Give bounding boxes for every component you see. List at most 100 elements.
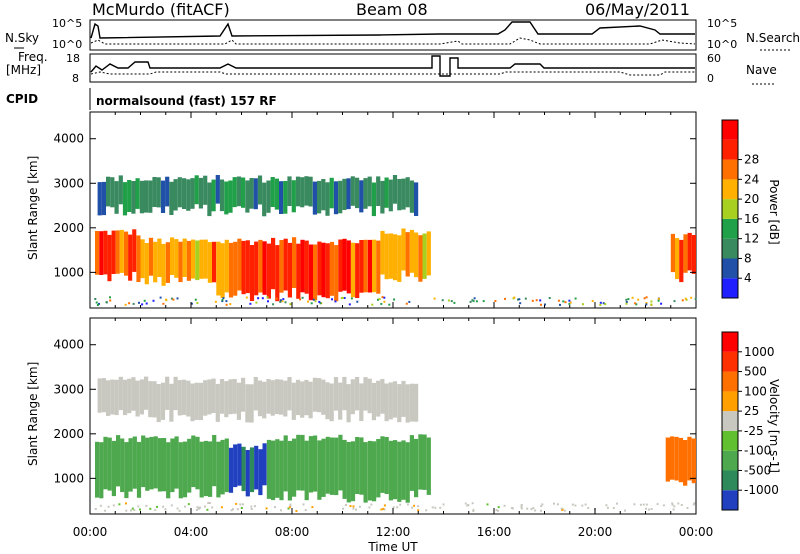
heatmap-cell [124, 231, 129, 276]
heatmap-speckle [540, 509, 542, 512]
heatmap-cell [674, 436, 679, 481]
heatmap-cell [141, 435, 146, 488]
heatmap-cell [169, 181, 174, 215]
heatmap-cell [287, 242, 292, 298]
heatmap-cell [384, 383, 389, 422]
heatmap-cell [304, 176, 309, 206]
heatmap-cell [257, 175, 263, 205]
heatmap-cell [131, 181, 136, 214]
heatmap-speckle [472, 508, 475, 511]
heatmap-cell [233, 444, 238, 488]
heatmap-cell [262, 241, 267, 295]
heatmap-cell [253, 377, 258, 411]
heatmap-speckle [380, 302, 383, 305]
heatmap-speckle [220, 506, 223, 509]
heatmap-cell [136, 441, 142, 498]
heatmap-speckle [645, 503, 648, 506]
heatmap-speckle [497, 506, 500, 509]
heatmap-cell [224, 181, 229, 215]
heatmap-cell [683, 234, 688, 273]
heatmap-speckle [656, 503, 659, 506]
heatmap-cell [321, 438, 326, 497]
heatmap-cell [321, 179, 326, 211]
heatmap-speckle [249, 302, 252, 305]
heatmap-cell [131, 377, 136, 411]
nsky-trace [90, 21, 695, 39]
heatmap-cell [283, 435, 288, 492]
nave-label: Nave [746, 63, 777, 77]
heatmap-cell [178, 241, 183, 283]
heatmap-speckle [447, 299, 450, 302]
heatmap-speckle [358, 505, 361, 508]
heatmap-speckle [464, 502, 467, 505]
heatmap-speckle [662, 504, 665, 507]
nave-tick-high: 60 [707, 52, 721, 65]
heatmap-cell [198, 382, 203, 421]
nsearch-trace [90, 37, 696, 45]
heatmap-cell [317, 241, 322, 296]
x-tick-label: 20:00 [578, 525, 613, 539]
heatmap-speckle [548, 297, 551, 299]
heatmap-speckle [289, 303, 292, 306]
heatmap-speckle [693, 502, 696, 505]
heatmap-speckle [660, 302, 663, 305]
heatmap-speckle [624, 509, 626, 512]
heatmap-cell [257, 380, 263, 417]
heatmap-cell [258, 449, 263, 496]
heatmap-speckle [284, 301, 287, 304]
heatmap-cell [103, 230, 108, 275]
heatmap-cell [211, 179, 216, 212]
heatmap-speckle [352, 505, 355, 508]
heatmap-cell [170, 438, 175, 493]
heatmap-speckle [568, 302, 571, 305]
heatmap-speckle [599, 303, 602, 306]
heatmap-cell [292, 237, 297, 288]
x-axis-label: Time UT [367, 540, 418, 554]
heatmap-cell [144, 376, 149, 410]
heatmap-speckle [267, 300, 269, 303]
heatmap-speckle [392, 506, 395, 509]
heatmap-speckle [348, 303, 351, 306]
heatmap-cell [110, 177, 115, 208]
power-y-axis: 1000 2000 3000 4000 [53, 132, 696, 279]
heatmap-cell [237, 443, 242, 486]
heatmap-cell [346, 384, 351, 423]
heatmap-cell [355, 243, 360, 298]
heatmap-cell [106, 176, 111, 207]
y-tick-label: 1000 [53, 265, 84, 279]
heatmap-cell [241, 377, 246, 412]
heatmap-speckle [672, 508, 675, 511]
heatmap-cell [687, 436, 692, 481]
heatmap-speckle [605, 504, 608, 507]
heatmap-speckle [694, 297, 697, 300]
heatmap-cell [287, 440, 292, 501]
power-colorbar-label: Power [dB] [767, 179, 781, 244]
nave-tick-low: 0 [707, 72, 714, 85]
heatmap-cell [367, 378, 372, 414]
heatmap-speckle [197, 507, 200, 510]
heatmap-cell [359, 383, 364, 422]
x-tick-label: 12:00 [376, 525, 411, 539]
heatmap-cell [101, 378, 106, 413]
power-heatmap [94, 175, 697, 306]
heatmap-speckle [642, 503, 645, 506]
heatmap-speckle [650, 300, 653, 303]
heatmap-speckle [405, 302, 408, 305]
heatmap-speckle [352, 507, 355, 510]
heatmap-cell [401, 440, 406, 500]
heatmap-cell [405, 442, 410, 503]
heatmap-speckle [310, 302, 313, 305]
heatmap-cell [119, 229, 124, 273]
velocity-colorbar-label: Velocity [m s-1] [767, 379, 781, 473]
heatmap-speckle [382, 507, 385, 510]
heatmap-cell [321, 242, 326, 298]
heatmap-cell [376, 439, 381, 498]
colorbar-swatch [722, 450, 738, 471]
colorbar-tick-label: 28 [744, 153, 759, 167]
heatmap-cell [291, 180, 296, 213]
heatmap-speckle [194, 298, 197, 301]
heatmap-cell [132, 229, 137, 272]
heatmap-speckle [229, 303, 232, 306]
heatmap-cell [152, 381, 157, 418]
